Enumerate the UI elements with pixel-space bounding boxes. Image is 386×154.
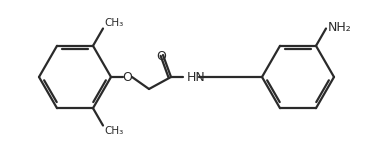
Text: O: O: [122, 71, 132, 83]
Text: O: O: [156, 50, 166, 63]
Text: CH₃: CH₃: [104, 126, 123, 136]
Text: HN: HN: [187, 71, 206, 83]
Text: NH₂: NH₂: [328, 21, 352, 34]
Text: CH₃: CH₃: [104, 18, 123, 28]
